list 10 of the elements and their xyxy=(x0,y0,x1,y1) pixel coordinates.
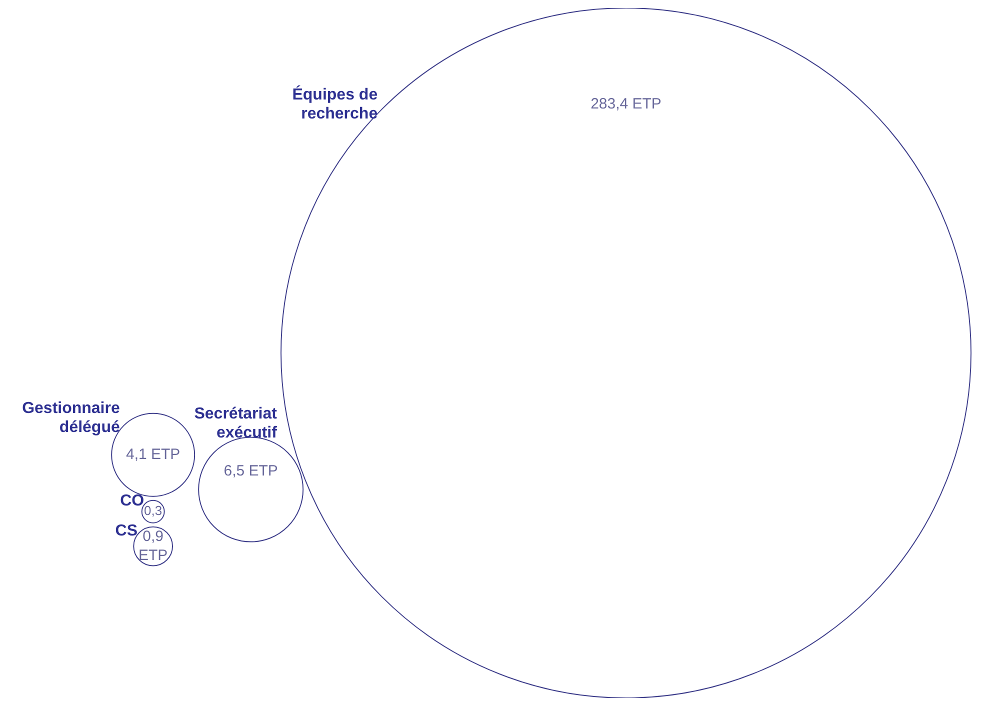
category-label: CS xyxy=(115,522,138,540)
data-label: 283,4 ETP xyxy=(590,96,662,113)
category-label: CO xyxy=(120,492,144,510)
category-label: Secrétariat exécutif xyxy=(194,405,278,442)
category-label: Gestionnaire délégué xyxy=(22,400,120,436)
data-label: 0,3 xyxy=(144,503,162,518)
data-label: 4,1 ETP xyxy=(126,446,180,464)
data-label: 0,9 ETP xyxy=(138,528,168,564)
data-label: 6,5 ETP xyxy=(224,462,278,480)
category-label: Équipes de recherche xyxy=(292,84,378,122)
